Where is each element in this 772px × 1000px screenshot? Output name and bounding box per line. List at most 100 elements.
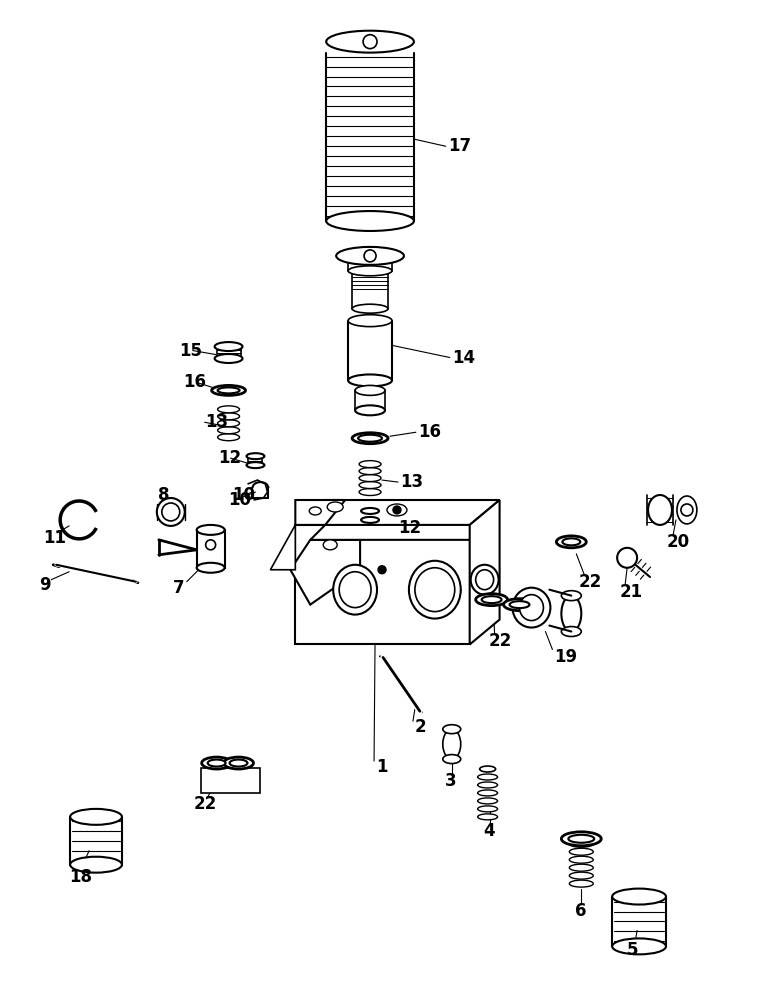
Ellipse shape	[359, 482, 381, 489]
Ellipse shape	[339, 572, 371, 608]
Ellipse shape	[218, 413, 239, 420]
Ellipse shape	[677, 496, 697, 524]
Text: 7: 7	[173, 579, 185, 597]
Ellipse shape	[510, 601, 530, 608]
Ellipse shape	[212, 385, 245, 395]
Ellipse shape	[246, 453, 265, 459]
Ellipse shape	[612, 889, 666, 905]
Ellipse shape	[482, 596, 502, 603]
Polygon shape	[469, 500, 499, 644]
Ellipse shape	[215, 354, 242, 363]
Text: 5: 5	[627, 941, 638, 959]
Text: 17: 17	[448, 137, 471, 155]
Ellipse shape	[513, 588, 550, 628]
Ellipse shape	[415, 568, 455, 612]
Ellipse shape	[478, 782, 498, 788]
Ellipse shape	[443, 755, 461, 764]
Ellipse shape	[478, 814, 498, 820]
Bar	[197, 530, 225, 568]
Ellipse shape	[336, 247, 404, 265]
Ellipse shape	[218, 387, 239, 393]
Text: 16: 16	[418, 423, 441, 441]
Text: 11: 11	[43, 529, 66, 547]
Ellipse shape	[612, 938, 666, 954]
Ellipse shape	[503, 599, 536, 611]
Ellipse shape	[443, 725, 461, 734]
Ellipse shape	[359, 475, 381, 482]
Text: 12: 12	[398, 519, 421, 537]
Ellipse shape	[197, 525, 225, 535]
Polygon shape	[310, 520, 479, 540]
Text: 21: 21	[619, 583, 642, 601]
Text: 6: 6	[575, 902, 587, 920]
Ellipse shape	[562, 538, 581, 545]
Ellipse shape	[201, 757, 232, 769]
Text: 13: 13	[205, 413, 229, 431]
Circle shape	[378, 566, 386, 574]
Bar	[201, 768, 260, 793]
Ellipse shape	[361, 517, 379, 523]
Ellipse shape	[387, 504, 407, 516]
Ellipse shape	[569, 872, 593, 879]
Text: 15: 15	[179, 342, 201, 360]
Ellipse shape	[443, 729, 461, 759]
Ellipse shape	[218, 406, 239, 413]
Ellipse shape	[327, 31, 414, 53]
Text: 18: 18	[69, 868, 92, 886]
Text: 2: 2	[415, 718, 426, 736]
Ellipse shape	[569, 864, 593, 871]
Ellipse shape	[215, 342, 242, 351]
Text: 16: 16	[183, 373, 205, 391]
Ellipse shape	[218, 420, 239, 427]
Ellipse shape	[70, 857, 122, 873]
Ellipse shape	[310, 507, 321, 515]
Circle shape	[363, 35, 377, 49]
Polygon shape	[296, 500, 345, 525]
Ellipse shape	[561, 627, 581, 637]
Circle shape	[617, 548, 637, 568]
Ellipse shape	[479, 766, 496, 772]
Ellipse shape	[327, 502, 344, 512]
Ellipse shape	[520, 595, 543, 621]
Text: 3: 3	[445, 772, 456, 790]
Ellipse shape	[561, 591, 581, 601]
Ellipse shape	[197, 563, 225, 573]
Text: 22: 22	[578, 573, 601, 591]
Ellipse shape	[348, 315, 392, 327]
Circle shape	[205, 540, 215, 550]
Ellipse shape	[478, 798, 498, 804]
Ellipse shape	[358, 435, 382, 442]
Ellipse shape	[352, 304, 388, 313]
Ellipse shape	[409, 561, 461, 619]
Ellipse shape	[224, 757, 253, 769]
Ellipse shape	[352, 433, 388, 444]
Ellipse shape	[478, 790, 498, 796]
Text: 19: 19	[554, 648, 577, 666]
Ellipse shape	[355, 405, 385, 415]
Ellipse shape	[334, 565, 377, 615]
Ellipse shape	[476, 570, 493, 590]
Circle shape	[393, 506, 401, 514]
Text: 12: 12	[218, 449, 242, 467]
Ellipse shape	[348, 374, 392, 386]
Ellipse shape	[246, 462, 265, 468]
Text: 10: 10	[229, 491, 252, 509]
Polygon shape	[270, 525, 296, 570]
Ellipse shape	[218, 434, 239, 441]
Circle shape	[162, 503, 180, 521]
Text: 13: 13	[400, 473, 423, 491]
Polygon shape	[296, 500, 499, 525]
Ellipse shape	[476, 594, 507, 606]
Text: 20: 20	[667, 533, 690, 551]
Ellipse shape	[568, 835, 594, 843]
Circle shape	[364, 250, 376, 262]
Ellipse shape	[478, 774, 498, 780]
Ellipse shape	[478, 806, 498, 812]
Ellipse shape	[359, 489, 381, 496]
Text: 1: 1	[376, 758, 388, 776]
Ellipse shape	[323, 540, 337, 550]
Ellipse shape	[229, 760, 248, 767]
Bar	[296, 525, 469, 644]
Ellipse shape	[361, 508, 379, 514]
Ellipse shape	[218, 427, 239, 434]
